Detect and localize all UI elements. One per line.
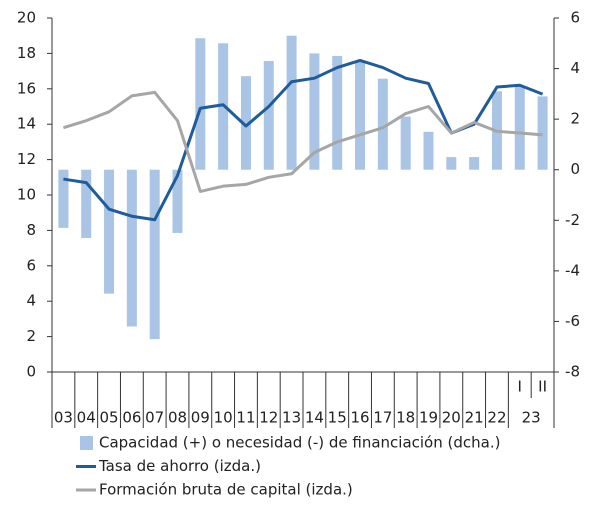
y2-tick-label: -8 [565,363,580,381]
bar [58,169,69,228]
x-tick-label: 11 [236,409,255,427]
bar [537,96,548,170]
x-tick-label: 03 [54,409,73,427]
x-tick-label: 05 [99,409,118,427]
x-tick-label: 17 [373,409,392,427]
x-tick-label: 12 [259,409,278,427]
y2-tick-label: 4 [570,59,580,77]
bar [446,157,457,170]
bar [332,55,343,170]
bar [126,169,137,327]
y2-tick-label: 6 [570,9,580,27]
x-tick-label: 14 [305,409,324,427]
y-tick-label: 6 [26,256,36,274]
y-tick-label: 8 [26,221,36,239]
x-tick-label: I [518,378,522,396]
x-tick-label: 06 [122,409,141,427]
y-tick-label: 18 [17,44,36,62]
x-tick-label: 10 [214,409,233,427]
legend-label: Capacidad (+) o necesidad (-) de financi… [99,434,500,452]
x-tick-label: 19 [419,409,438,427]
bar [104,169,115,294]
bar [514,86,525,170]
y-tick-label: 20 [17,9,36,27]
bar [149,169,160,340]
x-group-label: 23 [522,409,541,427]
bar [377,78,388,170]
x-tick-label: 07 [145,409,164,427]
y-tick-label: 12 [17,150,36,168]
y2-tick-label: -2 [565,211,580,229]
bar [355,60,366,170]
y-tick-label: 4 [26,292,36,310]
y-tick-label: 0 [26,363,36,381]
y-tick-label: 14 [17,115,36,133]
bar [195,38,206,170]
x-tick-label: 13 [282,409,301,427]
bar [240,76,251,170]
x-tick-label: 09 [191,409,210,427]
bar [286,35,297,170]
bar [423,131,434,170]
y-tick-label: 10 [17,186,36,204]
x-tick-label: 08 [168,409,187,427]
bar [172,169,183,233]
legend-label: Formación bruta de capital (izda.) [99,481,353,499]
y-tick-label: 16 [17,79,36,97]
x-tick-label: 04 [77,409,96,427]
x-tick-label: 20 [442,409,461,427]
x-tick-label: II [538,378,547,396]
y-tick-label: 2 [26,327,36,345]
bar [400,116,411,170]
bar [81,169,92,238]
legend-swatch [80,436,93,450]
y2-tick-label: 0 [570,160,580,178]
bar [469,157,480,170]
line-series [62,90,543,193]
x-tick-label: 21 [465,409,484,427]
x-tick-label: 15 [328,409,347,427]
x-tick-label: 22 [487,409,506,427]
y2-tick-label: 2 [570,110,580,128]
legend-label: Tasa de ahorro (izda.) [98,457,261,475]
bar [263,60,274,170]
x-tick-label: 16 [350,409,369,427]
x-tick-label: 18 [396,409,415,427]
y2-tick-label: -4 [565,261,580,279]
bar [309,53,320,170]
y2-tick-label: -6 [565,312,580,330]
